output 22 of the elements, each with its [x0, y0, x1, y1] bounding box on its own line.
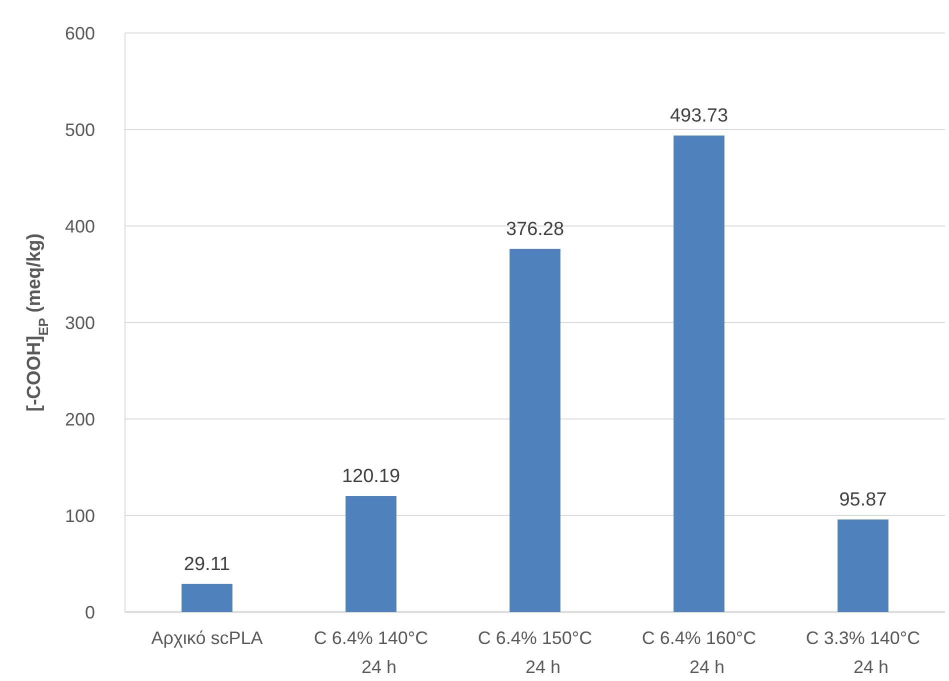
y-tick-label: 0 — [84, 602, 95, 622]
y-tick-label: 100 — [64, 506, 95, 526]
x-tick-label: C 3.3% 140°C 24 h — [806, 628, 920, 677]
bar — [674, 136, 724, 612]
x-tick-label: C 6.4% 160°C 24 h — [642, 628, 756, 677]
y-tick-label: 200 — [64, 409, 95, 430]
bar — [838, 519, 888, 612]
bar — [510, 248, 560, 612]
y-tick-label: 400 — [64, 216, 95, 236]
bar — [346, 496, 396, 612]
y-tick-label: 600 — [64, 23, 95, 44]
x-tick-label: C 6.4% 150°C 24 h — [478, 628, 592, 677]
y-tick-label: 500 — [64, 120, 95, 140]
data-label: 95.87 — [839, 489, 887, 510]
bar — [182, 584, 232, 612]
y-tick-label: 300 — [64, 312, 95, 333]
data-label: 493.73 — [670, 106, 728, 127]
x-tick-label: C 6.4% 140°C 24 h — [314, 628, 428, 677]
data-label: 29.11 — [184, 554, 230, 575]
x-tick-label: Αρχικό scPLA — [151, 628, 263, 648]
data-label: 120.19 — [342, 466, 400, 488]
data-label: 376.28 — [506, 218, 564, 240]
